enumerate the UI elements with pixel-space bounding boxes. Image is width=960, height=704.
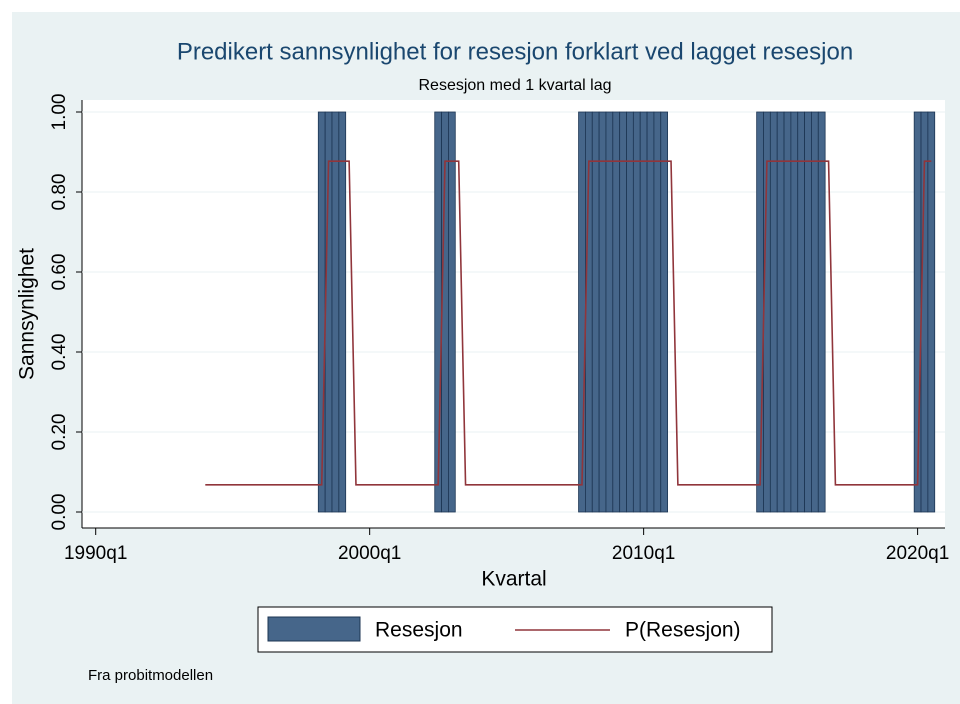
note: Fra probitmodellen bbox=[88, 667, 213, 684]
y-tick-label: 0.20 bbox=[49, 414, 70, 451]
bar bbox=[804, 111, 812, 513]
x-tick-label: 2000q1 bbox=[338, 543, 401, 564]
legend-swatch bbox=[267, 616, 361, 642]
bar bbox=[619, 111, 627, 513]
x-tick-label: 2020q1 bbox=[886, 543, 949, 564]
bar bbox=[338, 111, 347, 513]
y-tick-label: 0.40 bbox=[49, 334, 70, 371]
bar bbox=[790, 111, 799, 513]
x-axis-label: Kvartal bbox=[481, 568, 546, 591]
bar bbox=[646, 111, 655, 513]
legend-label: Resesjon bbox=[375, 619, 463, 642]
bar bbox=[797, 111, 805, 513]
y-tick-label: 0.80 bbox=[49, 174, 70, 211]
bar bbox=[639, 111, 648, 513]
bar bbox=[783, 111, 792, 513]
bar bbox=[811, 111, 819, 513]
bar bbox=[331, 111, 340, 513]
bar bbox=[605, 111, 614, 513]
chart-subtitle: Resesjon med 1 kvartal lag bbox=[419, 77, 612, 94]
x-tick-label: 2010q1 bbox=[612, 543, 675, 564]
y-axis-label: Sannsynlighet bbox=[16, 248, 39, 380]
y-tick-label: 1.00 bbox=[49, 94, 70, 131]
bar bbox=[927, 111, 936, 513]
bar bbox=[817, 111, 826, 513]
bar bbox=[660, 111, 669, 513]
bar bbox=[776, 111, 785, 513]
bar bbox=[448, 111, 456, 513]
chart-title: Predikert sannsynlighet for resesjon for… bbox=[177, 38, 853, 65]
bar bbox=[769, 111, 778, 513]
legend-label: P(Resesjon) bbox=[625, 619, 741, 642]
bar bbox=[612, 111, 621, 513]
y-tick-label: 0.60 bbox=[49, 254, 70, 291]
bar bbox=[598, 111, 607, 513]
bar bbox=[632, 111, 641, 513]
bar bbox=[591, 111, 600, 513]
y-tick-label: 0.00 bbox=[49, 494, 70, 531]
x-tick-label: 1990q1 bbox=[64, 543, 127, 564]
bar bbox=[653, 111, 662, 513]
bar bbox=[626, 111, 634, 513]
line bbox=[205, 160, 932, 486]
